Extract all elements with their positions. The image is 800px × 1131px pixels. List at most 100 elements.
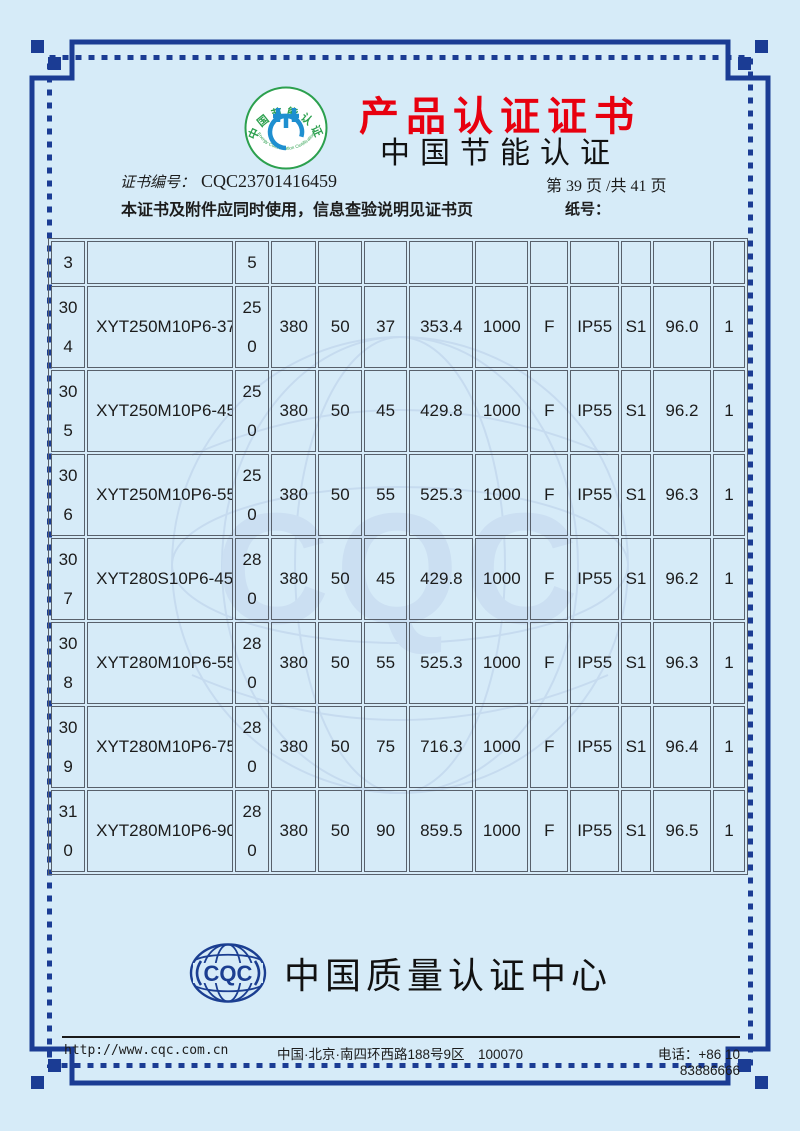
table-cell: [271, 241, 317, 284]
table-cell: 37: [363, 286, 408, 368]
table-cell: 96.2: [652, 538, 711, 620]
certificate-number-line: 证书编号： CQC23701416459: [120, 171, 337, 192]
table-cell: F: [530, 622, 569, 704]
table-cell: [363, 241, 408, 284]
table-cell: F: [530, 454, 569, 536]
footer: CQC 中国质量认证中心: [0, 942, 800, 1004]
table-cell: 96.3: [652, 454, 711, 536]
table-cell: F: [530, 370, 569, 452]
table-cell: F: [530, 706, 569, 788]
table-cell: 30 6: [51, 454, 86, 536]
table-cell: XYT250M10P6-37: [87, 286, 233, 368]
table-cell: 1000: [475, 286, 529, 368]
table-cell: 25 0: [234, 286, 269, 368]
table-cell: IP55: [570, 286, 619, 368]
table-cell: 1: [712, 790, 745, 872]
table-cell: F: [530, 790, 569, 872]
table-cell: 30 9: [51, 706, 86, 788]
table-cell: 96.3: [652, 622, 711, 704]
table-cell: S1: [620, 706, 651, 788]
table-cell: 50: [318, 538, 362, 620]
table-cell: 96.5: [652, 790, 711, 872]
table-cell: 859.5: [409, 790, 474, 872]
energy-conservation-logo-icon: 中国节能认证 Energy Conservation Certification: [244, 86, 328, 170]
table-cell: 3: [51, 241, 86, 284]
page-indicator: 第 39 页 /共 41 页: [546, 178, 667, 195]
table-cell: IP55: [570, 790, 619, 872]
table-cell: 1000: [475, 790, 529, 872]
table-cell: XYT250M10P6-45: [87, 370, 233, 452]
website-url: http://www.cqc.com.cn: [64, 1043, 229, 1058]
contact-divider: [62, 1036, 740, 1038]
table-cell: XYT280M10P6-55: [87, 622, 233, 704]
corner-squares: [31, 40, 768, 1089]
table-cell: XYT250M10P6-55: [87, 454, 233, 536]
table-row: 30 6 XYT250M10P6-55 25 0 380 50 55 525.3 1000 F I…: [51, 454, 745, 536]
table-cell: [530, 241, 569, 284]
table-cell: S1: [620, 370, 651, 452]
table-cell: 28 0: [234, 790, 269, 872]
table-cell: 1: [712, 622, 745, 704]
table-cell: 28 0: [234, 538, 269, 620]
table-cell: 716.3: [409, 706, 474, 788]
table-cell: 380: [271, 622, 317, 704]
table-cell: XYT280M10P6-90: [87, 790, 233, 872]
table-cell: 96.4: [652, 706, 711, 788]
table-cell: 380: [271, 454, 317, 536]
table-cell: 30 8: [51, 622, 86, 704]
table-cell: 380: [271, 286, 317, 368]
table-row: 30 9 XYT280M10P6-75 28 0 380 50 75 716.3 1000 F I…: [51, 706, 745, 788]
table-cell: 55: [363, 622, 408, 704]
table-cell: 90: [363, 790, 408, 872]
table-cell: [652, 241, 711, 284]
table-cell: 55: [363, 454, 408, 536]
table-cell: 75: [363, 706, 408, 788]
table-cell: 50: [318, 622, 362, 704]
table-cell: 50: [318, 370, 362, 452]
table-cell: 380: [271, 706, 317, 788]
table-cell: XYT280M10P6-75: [87, 706, 233, 788]
table-cell: 525.3: [409, 454, 474, 536]
table-cell: 380: [271, 790, 317, 872]
table-cell: 45: [363, 370, 408, 452]
page-title: 产品认证证书: [359, 95, 641, 139]
table-cell: 25 0: [234, 454, 269, 536]
table-cell: IP55: [570, 370, 619, 452]
table-cell: 1000: [475, 454, 529, 536]
table-cell: [570, 241, 619, 284]
table-cell: S1: [620, 538, 651, 620]
table-cell: XYT280S10P6-45: [87, 538, 233, 620]
table-cell: 1: [712, 538, 745, 620]
logo-emblem: [267, 108, 305, 151]
certificate-number-label: 证书编号：: [120, 173, 196, 191]
table-cell: 25 0: [234, 370, 269, 452]
organization-name: 中国质量认证中心: [283, 955, 612, 996]
paper-number-label: 纸号：: [565, 201, 611, 218]
table-cell: S1: [620, 454, 651, 536]
table-cell: 353.4: [409, 286, 474, 368]
table-cell: 50: [318, 286, 362, 368]
table-cell: [620, 241, 651, 284]
table-cell: F: [530, 286, 569, 368]
table-row: 30 5 XYT250M10P6-45 25 0 380 50 45 429.8 1000 F I…: [51, 370, 745, 452]
table-cell: 50: [318, 706, 362, 788]
table-cell: S1: [620, 286, 651, 368]
table-cell: 28 0: [234, 706, 269, 788]
table-cell: IP55: [570, 706, 619, 788]
usage-note: 本证书及附件应同时使用，信息查验说明见证书页: [121, 202, 474, 219]
table-cell: 30 4: [51, 286, 86, 368]
table-cell: IP55: [570, 622, 619, 704]
cqc-logo-icon: CQC: [189, 943, 267, 1003]
product-table: 3 5 30 4 XYT250M10P6-37 25 0 380 50 37 353.4 1000…: [48, 238, 748, 875]
table-cell: 1000: [475, 370, 529, 452]
table-cell: 380: [271, 538, 317, 620]
table-row: 30 7 XYT280S10P6-45 28 0 380 50 45 429.8 1000 F I…: [51, 538, 745, 620]
table-cell: IP55: [570, 538, 619, 620]
table-cell: 50: [318, 790, 362, 872]
table-cell: 380: [271, 370, 317, 452]
table-cell: 1: [712, 286, 745, 368]
table-cell: F: [530, 538, 569, 620]
